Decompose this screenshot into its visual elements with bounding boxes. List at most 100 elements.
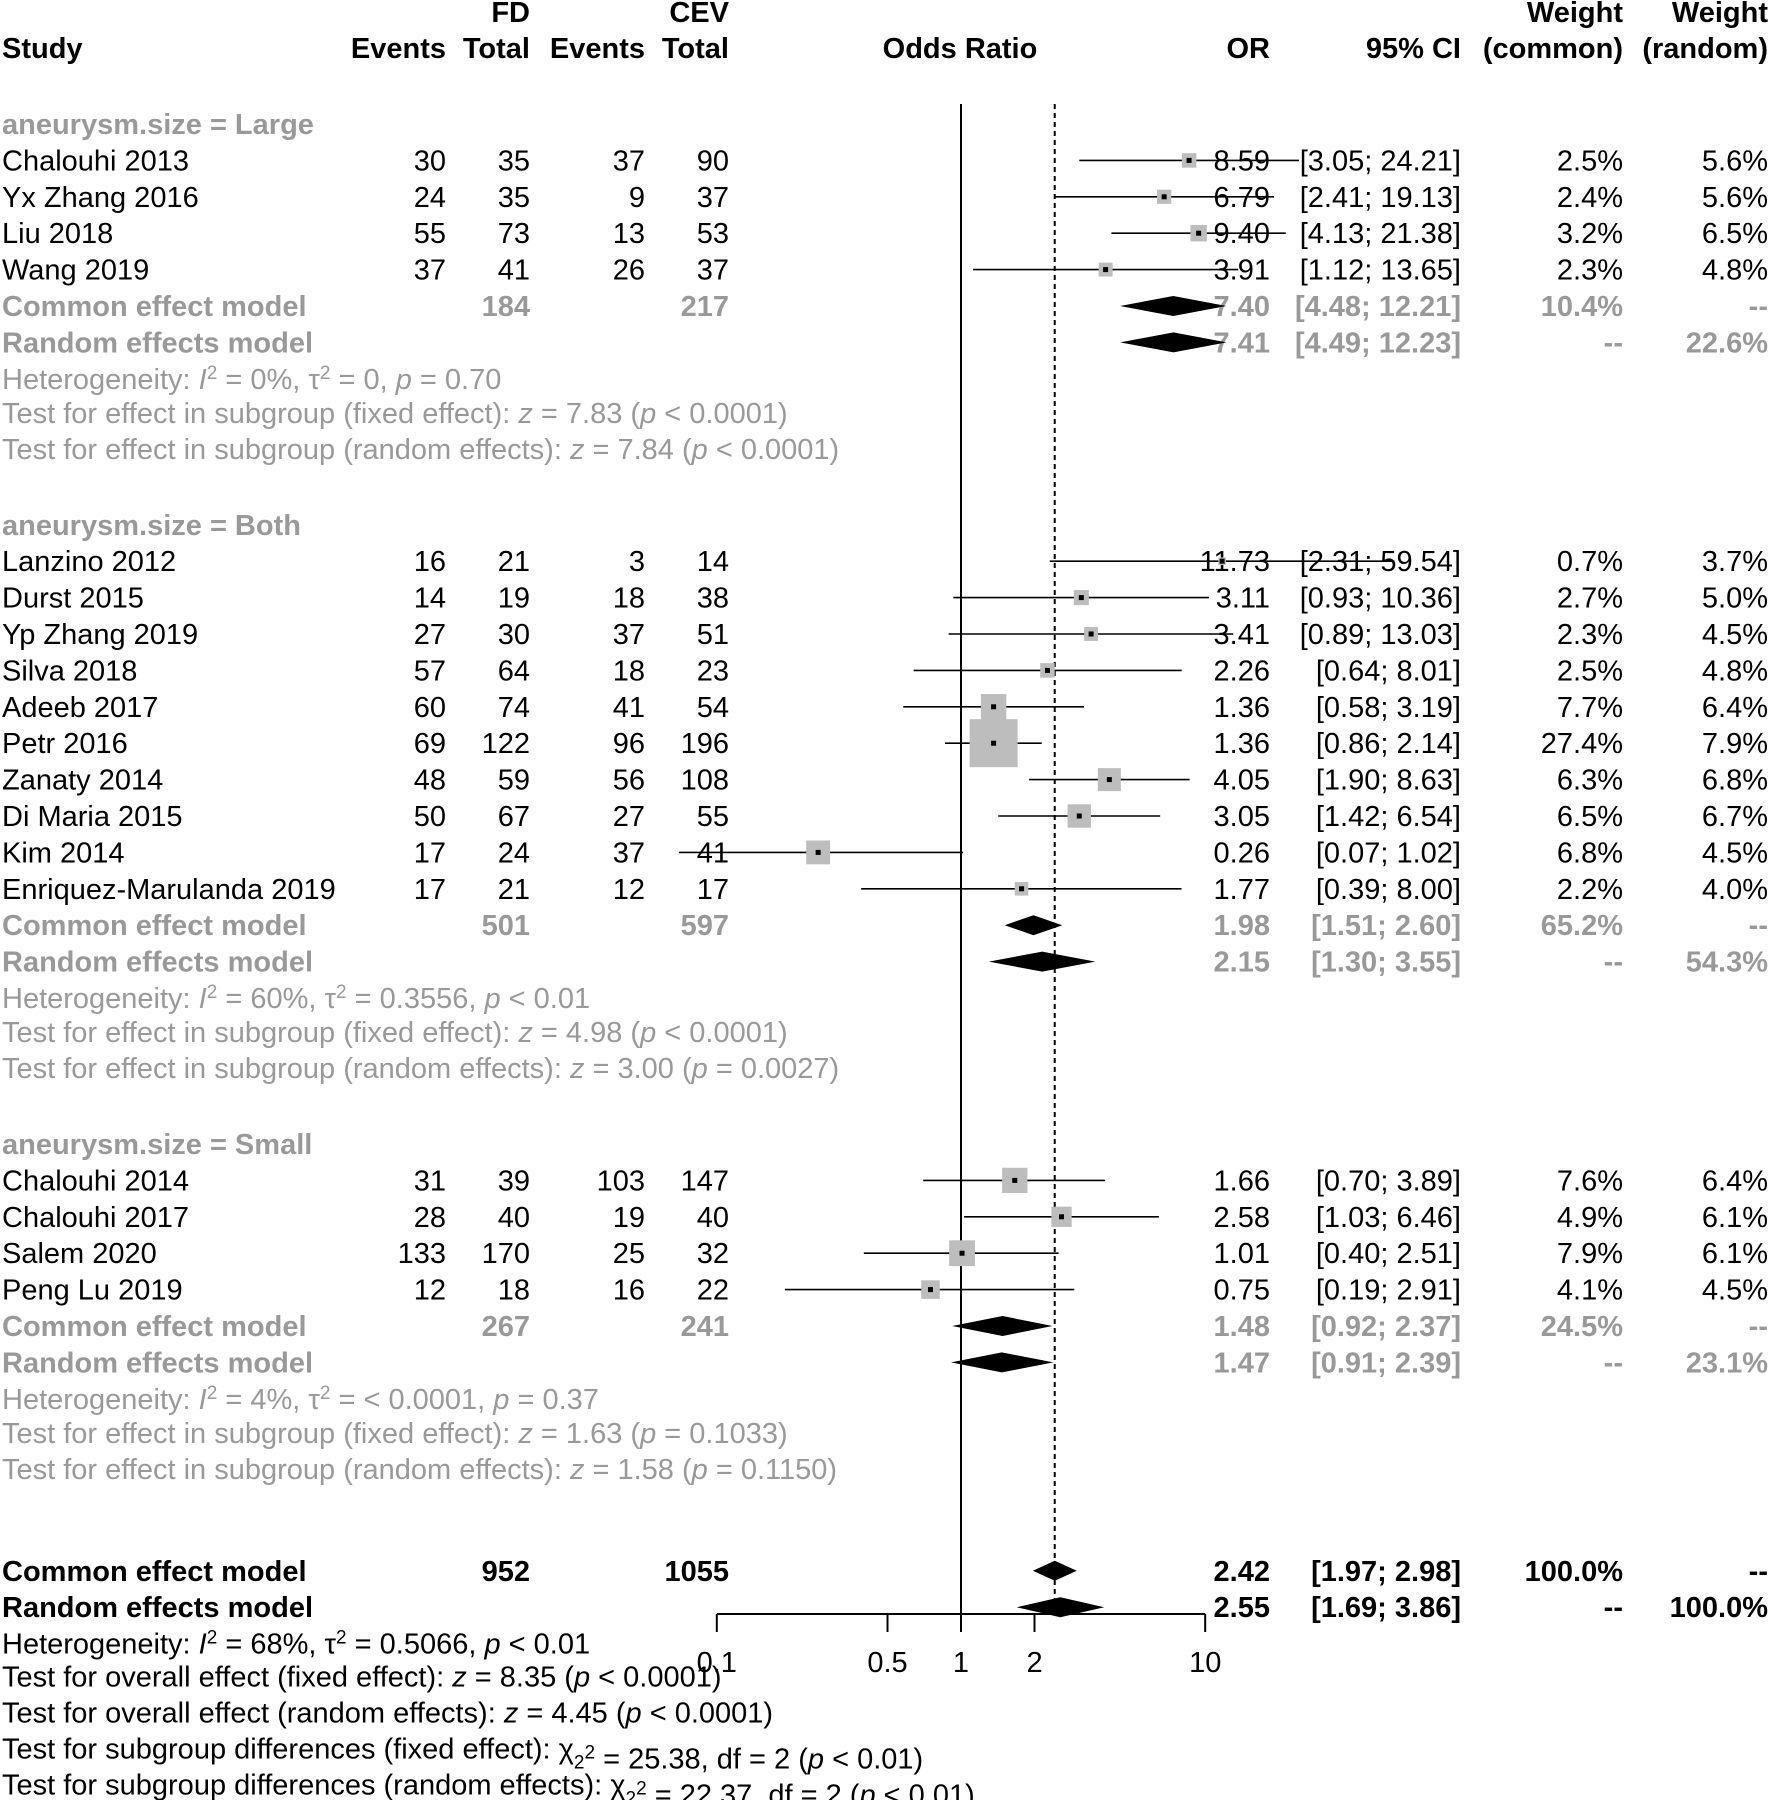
subgroup-label: aneurysm.size = Both: [2, 510, 301, 542]
fd-group-header: FD: [491, 0, 530, 29]
cev-total-value: 37: [697, 182, 729, 214]
ci-value: [0.19; 2.91]: [1316, 1275, 1461, 1307]
cev-total-header: Total: [662, 33, 729, 65]
weight-random-value: 4.5%: [1702, 619, 1768, 651]
fd-events-value: 12: [414, 1275, 446, 1307]
x-tick-label: 2: [1026, 1647, 1042, 1679]
overall-effect-test: Test for overall effect (random effects)…: [2, 1698, 773, 1730]
cev-total-value: 17: [697, 874, 729, 906]
cev-total-value: 90: [697, 145, 729, 177]
cev-events-value: 103: [597, 1165, 645, 1197]
point-estimate-mark: [991, 704, 997, 710]
odds-ratio-header: Odds Ratio: [883, 33, 1038, 65]
subgroup-effect-test: Test for effect in subgroup (fixed effec…: [2, 1017, 788, 1049]
overall-common-fd-total: 952: [482, 1556, 530, 1588]
weight-common-subheader: (common): [1483, 33, 1623, 65]
overall-random-effect-diamond: [1016, 1597, 1105, 1618]
ci-value: [0.39; 8.00]: [1316, 874, 1461, 906]
weight-common-value: 2.5%: [1557, 145, 1623, 177]
or-value: 2.26: [1214, 655, 1270, 687]
point-estimate-mark: [1161, 194, 1167, 200]
or-value: 1.36: [1214, 692, 1270, 724]
point-estimate-mark: [1059, 1214, 1065, 1220]
weight-random-value: 4.0%: [1702, 874, 1768, 906]
point-estimate-mark: [1019, 886, 1025, 892]
fd-total-value: 30: [498, 619, 530, 651]
subgroup-random-weight-random: 23.1%: [1686, 1347, 1768, 1379]
ci-value: [0.58; 3.19]: [1316, 692, 1461, 724]
subgroup-common-fd-total: 501: [482, 910, 530, 942]
weight-random-subheader: (random): [1642, 33, 1768, 65]
fd-total-value: 41: [498, 255, 530, 287]
cev-events-value: 12: [613, 874, 645, 906]
cev-events-value: 18: [613, 655, 645, 687]
fd-events-value: 69: [414, 728, 446, 760]
cev-total-value: 54: [697, 692, 729, 724]
subgroup-random-or-value: 2.15: [1214, 947, 1270, 979]
subgroup-random-or-value: 7.41: [1214, 327, 1270, 359]
fd-events-value: 27: [414, 619, 446, 651]
subgroup-random-effect-diamond: [950, 1352, 1054, 1373]
cev-events-value: 37: [613, 619, 645, 651]
subgroup-common-cev-total: 597: [681, 910, 729, 942]
weight-random-value: 5.0%: [1702, 583, 1768, 615]
fd-total-value: 64: [498, 655, 530, 687]
subgroup-random-ci-value: [4.49; 12.23]: [1295, 327, 1461, 359]
point-estimate-mark: [927, 1287, 933, 1293]
fd-events-value: 24: [414, 182, 446, 214]
fd-total-value: 40: [498, 1202, 530, 1234]
weight-common-value: 2.5%: [1557, 655, 1623, 687]
ci-value: [0.07; 1.02]: [1316, 837, 1461, 869]
x-tick-label: 10: [1189, 1647, 1221, 1679]
overall-common-or-value: 2.42: [1214, 1556, 1270, 1588]
fd-total-value: 21: [498, 546, 530, 578]
fd-events-value: 50: [414, 801, 446, 833]
ci-value: [1.12; 13.65]: [1300, 255, 1461, 287]
subgroup-effect-test: Test for effect in subgroup (random effe…: [2, 434, 839, 466]
cev-events-value: 18: [613, 583, 645, 615]
subgroup-common-weight-random: --: [1749, 910, 1768, 942]
weight-random-value: 6.1%: [1702, 1202, 1768, 1234]
subgroup-common-weight-random: --: [1749, 1311, 1768, 1343]
ci-header: 95% CI: [1366, 33, 1461, 65]
cev-events-value: 37: [613, 145, 645, 177]
cev-total-value: 23: [697, 655, 729, 687]
cev-total-value: 38: [697, 583, 729, 615]
or-value: 0.26: [1214, 837, 1270, 869]
fd-events-value: 28: [414, 1202, 446, 1234]
subgroup-heterogeneity: Heterogeneity: I2 = 0%, τ2 = 0, p = 0.70: [2, 363, 501, 396]
weight-common-value: 7.9%: [1557, 1238, 1623, 1270]
weight-random-value: 5.6%: [1702, 182, 1768, 214]
subgroup-common-effect-diamond: [1120, 296, 1227, 316]
ci-value: [0.89; 13.03]: [1300, 619, 1461, 651]
fd-events-value: 57: [414, 655, 446, 687]
cev-total-value: 55: [697, 801, 729, 833]
weight-random-value: 4.5%: [1702, 837, 1768, 869]
point-estimate-mark: [959, 1250, 965, 1256]
or-value: 4.05: [1214, 765, 1270, 797]
fd-events-value: 30: [414, 145, 446, 177]
or-value: 3.05: [1214, 801, 1270, 833]
fd-events-value: 60: [414, 692, 446, 724]
subgroup-effect-test: Test for effect in subgroup (random effe…: [2, 1454, 837, 1486]
study-name: Peng Lu 2019: [2, 1275, 183, 1307]
ci-value: [0.86; 2.14]: [1316, 728, 1461, 760]
or-value: 2.58: [1214, 1202, 1270, 1234]
subgroup-effect-test: Test for effect in subgroup (fixed effec…: [2, 1418, 788, 1450]
overall-common-weight-random: --: [1749, 1556, 1768, 1588]
study-name: Yp Zhang 2019: [2, 619, 198, 651]
fd-events-header: Events: [351, 33, 446, 65]
study-name: Di Maria 2015: [2, 801, 183, 833]
cev-events-value: 25: [613, 1238, 645, 1270]
subgroup-common-fd-total: 184: [482, 291, 530, 323]
subgroup-random-weight-common: --: [1604, 327, 1623, 359]
study-name: Chalouhi 2014: [2, 1165, 189, 1197]
ci-value: [0.70; 3.89]: [1316, 1165, 1461, 1197]
ci-value: [2.41; 19.13]: [1300, 182, 1461, 214]
point-estimate-mark: [1106, 777, 1112, 783]
or-value: 1.01: [1214, 1238, 1270, 1270]
overall-random-model-label: Random effects model: [2, 1592, 313, 1624]
overall-common-model-label: Common effect model: [2, 1556, 307, 1588]
subgroup-common-weight-random: --: [1749, 291, 1768, 323]
